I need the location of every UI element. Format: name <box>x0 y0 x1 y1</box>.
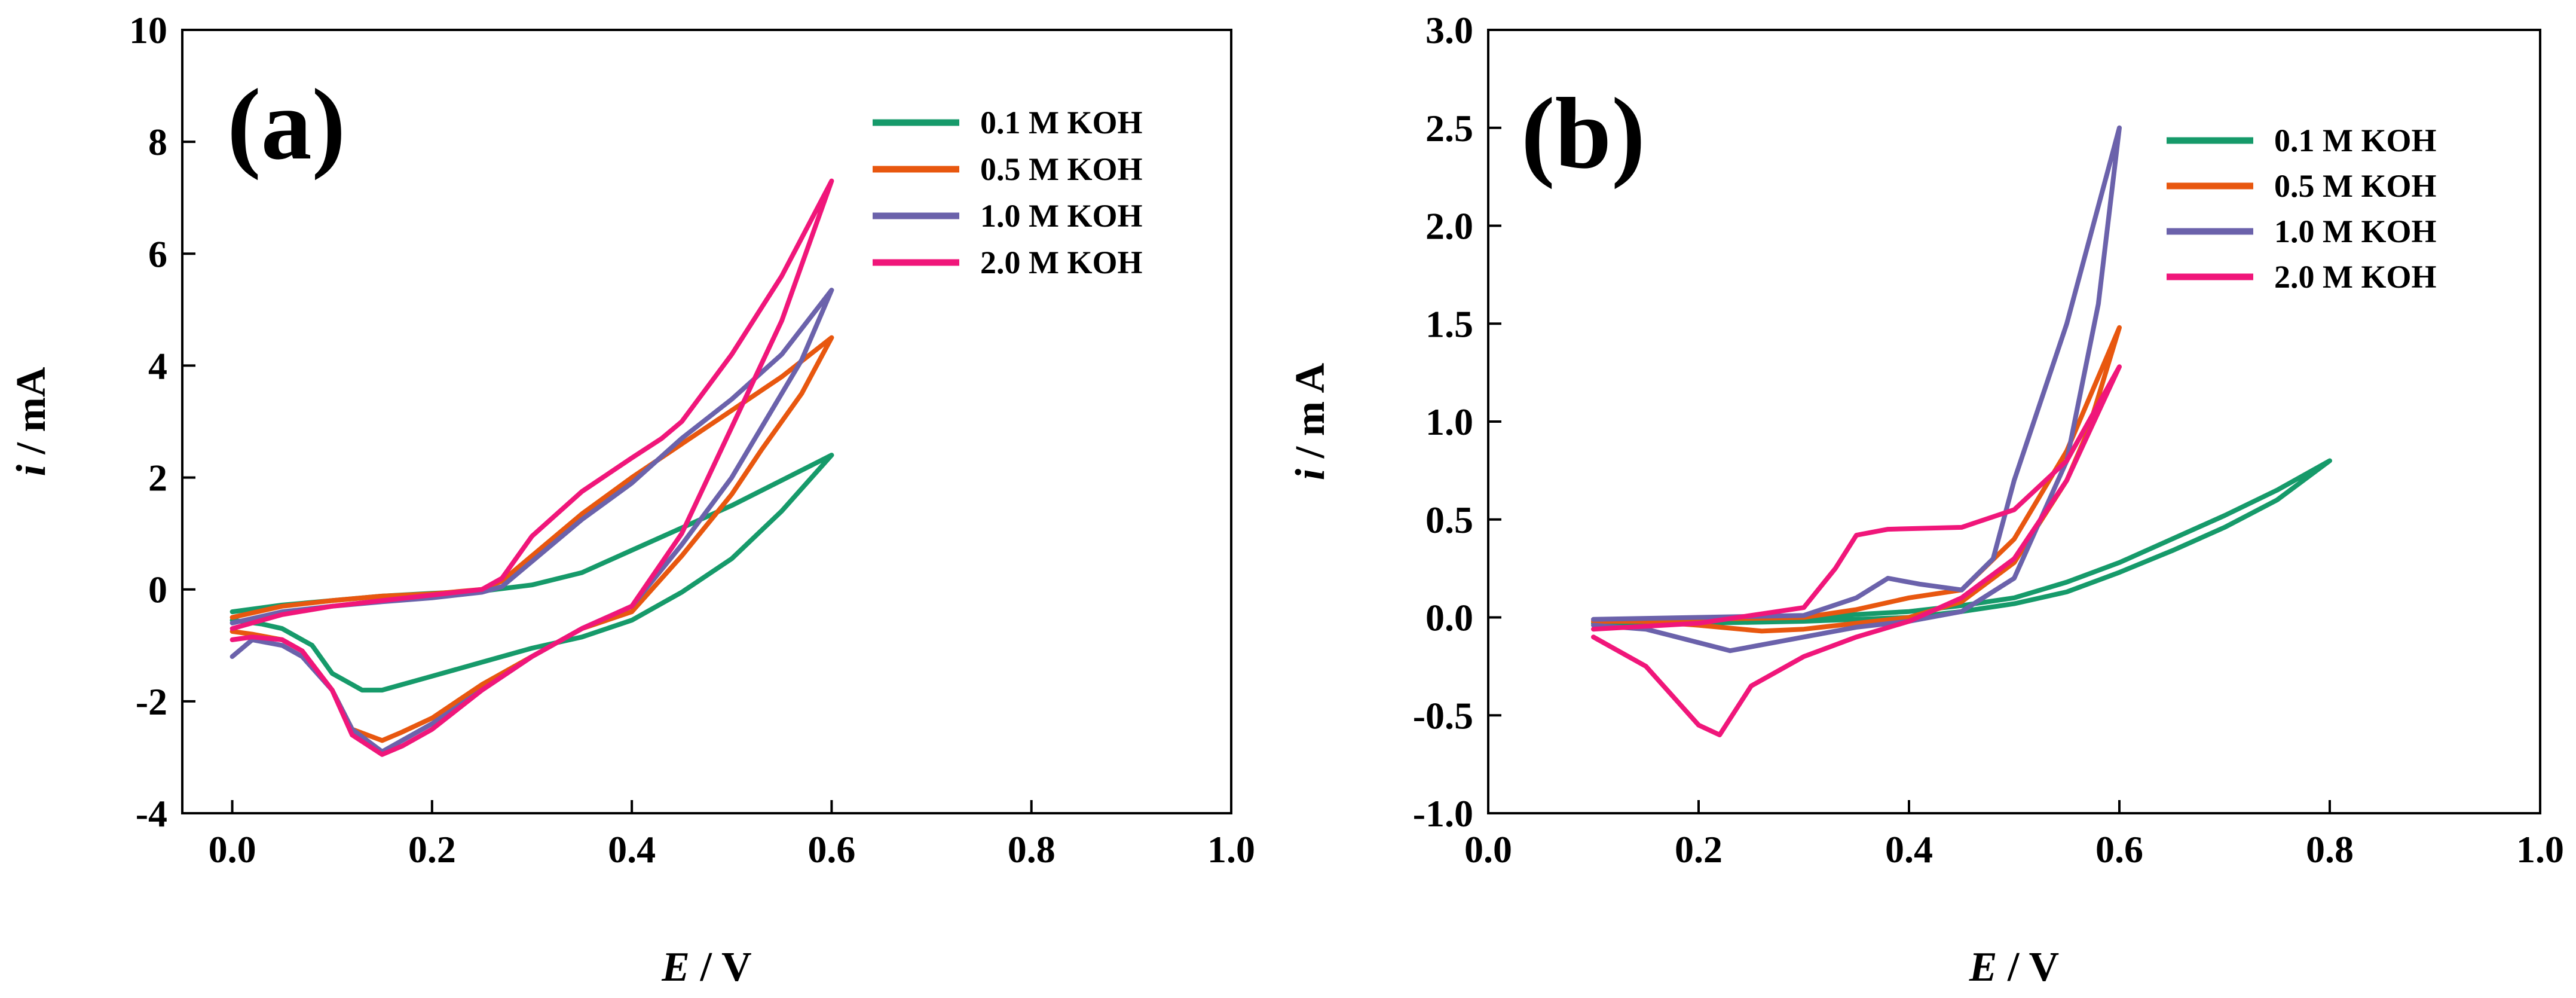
chart-0-y-tick-label: 6 <box>148 233 167 275</box>
chart-0-y-tick-label: 10 <box>129 9 167 51</box>
chart-0-x-tick-label: 0.2 <box>408 828 456 871</box>
chart-0-plot-frame <box>181 29 1232 814</box>
chart-0-series-line-2-0-m-koh <box>230 178 834 757</box>
chart-0-y-tick-label: -2 <box>136 680 167 723</box>
chart-0-panel-label: (a) <box>227 68 345 181</box>
chart-1-panel-label: (b) <box>1521 77 1645 190</box>
panel-a: 0.0 0.2 0.4 0.6 0.8 1.0 -4 -2 0 2 4 6 8 10 E / V i / mA… <box>8 9 1255 990</box>
chart-1-y-tick-label: -0.5 <box>1413 694 1473 737</box>
chart-1-y-tick-label: 0.0 <box>1425 597 1473 639</box>
chart-1-y-tick-label: 2.5 <box>1425 107 1473 149</box>
chart-0-legend-label-0-1-m-koh: 0.1 M KOH <box>980 105 1142 141</box>
chart-0-y-tick-label: 4 <box>148 344 167 387</box>
chart-0-x-tick-label: 0.6 <box>807 828 855 871</box>
chart-0-x-tick-label: 0.0 <box>209 828 256 871</box>
chart-1-legend-label-0-1-m-koh: 0.1 M KOH <box>2274 123 2436 158</box>
chart-1-legend-label-2-0-m-koh: 2.0 M KOH <box>2274 259 2436 295</box>
chart-1-legend: 0.1 M KOH 0.5 M KOH 1.0 M KOH 2.0 M KOH <box>2167 123 2436 295</box>
chart-0-legend-label-0-5-m-koh: 0.5 M KOH <box>980 151 1142 187</box>
chart-1-y-axis-label: i / m A <box>1287 362 1333 480</box>
chart-1-x-tick-label: 0.6 <box>2095 828 2143 871</box>
chart-1-y-tick-label: 3.0 <box>1425 9 1473 51</box>
chart-1-y-tick-label: 1.5 <box>1425 303 1473 345</box>
chart-0-x-tick-label: 1.0 <box>1207 828 1255 871</box>
chart-1-legend-label-1-0-m-koh: 1.0 M KOH <box>2274 213 2436 249</box>
chart-0-x-tick-label: 0.4 <box>608 828 656 871</box>
chart-0-x-tick-label: 0.8 <box>1008 828 1056 871</box>
chart-1-series-line-1-0-m-koh <box>1591 125 2122 654</box>
chart-0-legend-label-1-0-m-koh: 1.0 M KOH <box>980 198 1142 234</box>
chart-1-x-axis-label: E / V <box>1969 944 2059 990</box>
chart-1-legend-label-0-5-m-koh: 0.5 M KOH <box>2274 168 2436 204</box>
chart-1-x-tick-label: 0.4 <box>1885 828 1933 871</box>
panel-b: 0.0 0.2 0.4 0.6 0.8 1.0 -1.0 -0.5 0.0 0.5 1.0 1.5 2.… <box>1287 9 2564 990</box>
chart-0-y-tick-label: 8 <box>148 121 167 163</box>
chart-1-x-tick-label: 0.2 <box>1675 828 1723 871</box>
chart-0-y-tick-label: 2 <box>148 457 167 499</box>
chart-0-y-tick-label: -4 <box>136 792 167 835</box>
chart-1-y-tick-label: -1.0 <box>1413 792 1473 835</box>
chart-0-y-tick-label: 0 <box>148 569 167 611</box>
chart-1-y-tick-label: 0.5 <box>1425 499 1473 541</box>
chart-0-x-axis-label: E / V <box>661 944 751 990</box>
chart-1-y-tick-label: 1.0 <box>1425 401 1473 443</box>
chart-1-x-tick-label: 0.0 <box>1464 828 1512 871</box>
chart-0-y-axis-label: i / mA <box>8 367 54 476</box>
chart-1-y-tick-label: 2.0 <box>1425 205 1473 248</box>
chart-0-legend: 0.1 M KOH 0.5 M KOH 1.0 M KOH 2.0 M KOH <box>873 105 1142 280</box>
chart-1-x-tick-label: 1.0 <box>2516 828 2564 871</box>
chart-0-legend-label-2-0-m-koh: 2.0 M KOH <box>980 245 1142 280</box>
chart-1-series-line-2-0-m-koh <box>1591 364 2122 737</box>
chart-1-x-tick-label: 0.8 <box>2306 828 2354 871</box>
